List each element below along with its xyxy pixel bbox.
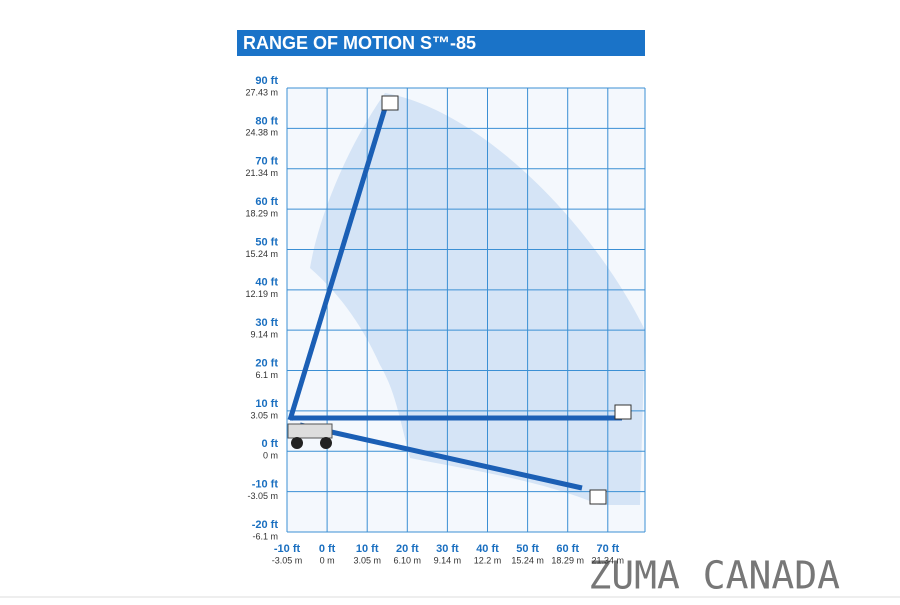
y-tick-label: -3.05 m <box>247 491 278 501</box>
y-tick-label: 60 ft <box>255 196 278 208</box>
x-tick-label: 50 ft <box>516 543 539 555</box>
y-tick-label: -10 ft <box>252 479 279 491</box>
y-tick-label: 15.24 m <box>245 249 278 259</box>
y-tick-label: -20 ft <box>252 519 279 531</box>
x-tick-label: -3.05 m <box>272 555 303 565</box>
y-tick-label: 80 ft <box>255 115 278 127</box>
x-tick-label: 0 ft <box>319 543 336 555</box>
y-tick-label: 9.14 m <box>250 330 278 340</box>
y-tick-label: 21.34 m <box>245 168 278 178</box>
work-envelope <box>310 93 645 505</box>
x-tick-label: 18.29 m <box>551 555 584 565</box>
chassis <box>287 423 333 439</box>
basket <box>381 95 399 111</box>
basket <box>589 489 607 505</box>
x-tick-label: 60 ft <box>556 543 579 555</box>
x-tick-label: 6.10 m <box>394 555 422 565</box>
y-tick-label: 3.05 m <box>250 410 278 420</box>
y-tick-label: 27.43 m <box>245 87 278 97</box>
y-tick-label: 30 ft <box>255 317 278 329</box>
y-tick-label: 40 ft <box>255 277 278 289</box>
x-tick-label: 15.24 m <box>511 555 544 565</box>
y-tick-label: 0 m <box>263 451 278 461</box>
x-tick-label: 20 ft <box>396 543 419 555</box>
x-tick-label: 0 m <box>320 555 335 565</box>
wheel <box>320 437 332 449</box>
grid <box>286 87 646 533</box>
y-tick-label: 90 ft <box>255 75 278 87</box>
y-tick-label: 0 ft <box>262 438 279 450</box>
x-tick-label: 30 ft <box>436 543 459 555</box>
title: RANGE OF MOTION S™-85 <box>243 33 476 53</box>
x-tick-label: 21.34 m <box>592 555 625 565</box>
x-tick-label: 70 ft <box>596 543 619 555</box>
y-tick-label: 18.29 m <box>245 208 278 218</box>
y-tick-label: 10 ft <box>255 398 278 410</box>
y-tick-label: 6.1 m <box>255 370 278 380</box>
y-tick-label: 50 ft <box>255 236 278 248</box>
boom-up <box>287 107 388 421</box>
basket <box>614 404 632 420</box>
boom-down <box>299 422 583 491</box>
x-tick-label: 12.2 m <box>474 555 502 565</box>
x-tick-label: -10 ft <box>274 543 301 555</box>
wheel <box>291 437 303 449</box>
x-tick-label: 10 ft <box>356 543 379 555</box>
y-tick-label: 20 ft <box>255 357 278 369</box>
title-bar <box>237 30 645 56</box>
y-tick-label: -6.1 m <box>252 531 278 541</box>
x-tick-label: 9.14 m <box>434 555 462 565</box>
x-tick-label: 40 ft <box>476 543 499 555</box>
y-tick-label: 12.19 m <box>245 289 278 299</box>
y-tick-label: 24.38 m <box>245 128 278 138</box>
watermark: ZUMA CANADA <box>588 554 840 598</box>
machine <box>287 95 632 505</box>
y-tick-label: 70 ft <box>255 156 278 168</box>
x-tick-label: 3.05 m <box>353 555 381 565</box>
